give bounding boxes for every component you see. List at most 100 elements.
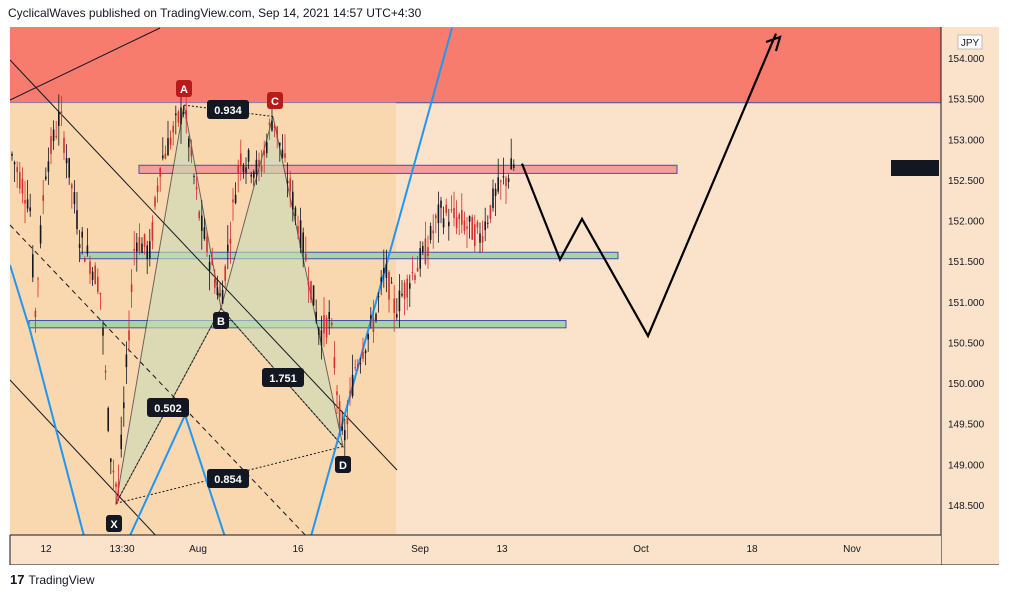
point-x-badge: [106, 515, 122, 532]
candle-body: [286, 180, 289, 184]
candle-body: [292, 191, 294, 210]
candle-body: [247, 149, 250, 162]
candle-body: [338, 401, 341, 429]
candle-body: [281, 149, 284, 158]
candle-body: [370, 315, 372, 319]
candle-body: [195, 187, 198, 190]
point-c-label: C: [271, 96, 279, 108]
candle-body: [333, 357, 336, 368]
candle-body: [245, 167, 247, 174]
point-b-badge: [213, 312, 229, 329]
candle-body: [294, 207, 297, 216]
candle-body: [383, 267, 385, 274]
candle-body: [237, 165, 239, 174]
candle-body: [99, 292, 102, 295]
candle-body: [336, 391, 338, 396]
candle-body: [234, 194, 237, 204]
candle-body: [390, 282, 393, 284]
candle-body: [117, 483, 120, 488]
ratio-badge: [147, 398, 189, 417]
candle-body: [232, 199, 234, 203]
time-tick-label: 13:30: [109, 544, 134, 555]
candle-body: [315, 311, 317, 322]
candle-body: [78, 244, 81, 248]
ratio-label: 1.751: [269, 373, 297, 385]
candle-body: [401, 293, 403, 296]
candle-body: [26, 199, 29, 209]
point-d-badge: [335, 456, 351, 473]
candle-body: [208, 261, 211, 271]
candle-body: [102, 327, 104, 336]
candle-body: [16, 167, 18, 173]
candle-body: [364, 350, 367, 354]
point-b-label: B: [217, 316, 225, 328]
candle-body: [487, 222, 489, 224]
price-chart[interactable]: X A B C D 0.934 0.502 1.751 0.854 154.000 153.500 1…: [0, 0, 1009, 565]
point-c-badge: [267, 92, 283, 109]
candle-body: [297, 226, 299, 235]
candle-body: [406, 278, 408, 298]
candle-body: [34, 310, 37, 318]
candle-body: [263, 150, 265, 156]
candle-body: [125, 354, 128, 368]
candle-body: [450, 209, 453, 211]
candle-body: [84, 257, 86, 262]
candle-body: [175, 113, 177, 116]
tradingview-logo-icon: 17: [10, 572, 25, 587]
candle-body: [154, 197, 156, 207]
price-tick-label: 151.000: [948, 298, 985, 309]
point-x-label: X: [110, 519, 118, 531]
candle-body: [94, 265, 96, 285]
candle-body: [156, 185, 159, 193]
candle-body: [253, 171, 255, 178]
candle-body: [151, 222, 154, 241]
tradingview-footer: 17 TradingView: [10, 572, 95, 587]
candle-body: [60, 111, 63, 114]
candle-body: [97, 276, 99, 292]
candle-body: [505, 177, 507, 187]
candle-body: [112, 470, 115, 473]
candle-body: [320, 330, 323, 346]
candle-body: [403, 282, 406, 299]
ratio-label: 0.854: [214, 474, 242, 486]
candle-body: [393, 298, 395, 313]
candle-body: [180, 107, 182, 125]
candle-body: [115, 483, 117, 487]
candle-body: [37, 278, 39, 280]
candle-body: [224, 266, 226, 281]
candle-body: [164, 153, 167, 159]
candle-body: [55, 136, 57, 138]
upper-trendline: [10, 27, 161, 101]
candle-body: [377, 296, 380, 298]
candle-body: [32, 254, 34, 278]
candle-body: [448, 221, 450, 227]
candle-body: [328, 312, 330, 320]
candle-body: [73, 192, 76, 204]
candle-body: [136, 242, 138, 252]
candle-body: [299, 220, 302, 249]
candle-body: [344, 430, 346, 441]
candle-body: [424, 238, 427, 264]
candle-body: [203, 227, 206, 239]
candle-body: [466, 226, 468, 229]
candle-body: [198, 211, 200, 219]
candle-body: [65, 158, 68, 164]
candle-body: [318, 328, 320, 335]
candle-body: [458, 214, 460, 220]
candle-body: [172, 125, 174, 133]
candle-body: [159, 167, 161, 177]
candle-body: [13, 162, 16, 165]
candle-body: [206, 236, 208, 253]
ratio-xb: [115, 308, 222, 504]
price-tick-label: 150.500: [948, 338, 985, 349]
candle-body: [52, 129, 55, 141]
price-tick-label: 149.000: [948, 460, 985, 471]
candle-body: [331, 322, 333, 325]
candle-body: [47, 161, 50, 172]
candle-body: [133, 248, 135, 251]
candle-body: [138, 237, 141, 252]
candle-body: [507, 178, 510, 182]
price-tick-label: 148.500: [948, 501, 985, 512]
candle-body: [276, 126, 278, 139]
candle-body: [463, 220, 466, 232]
